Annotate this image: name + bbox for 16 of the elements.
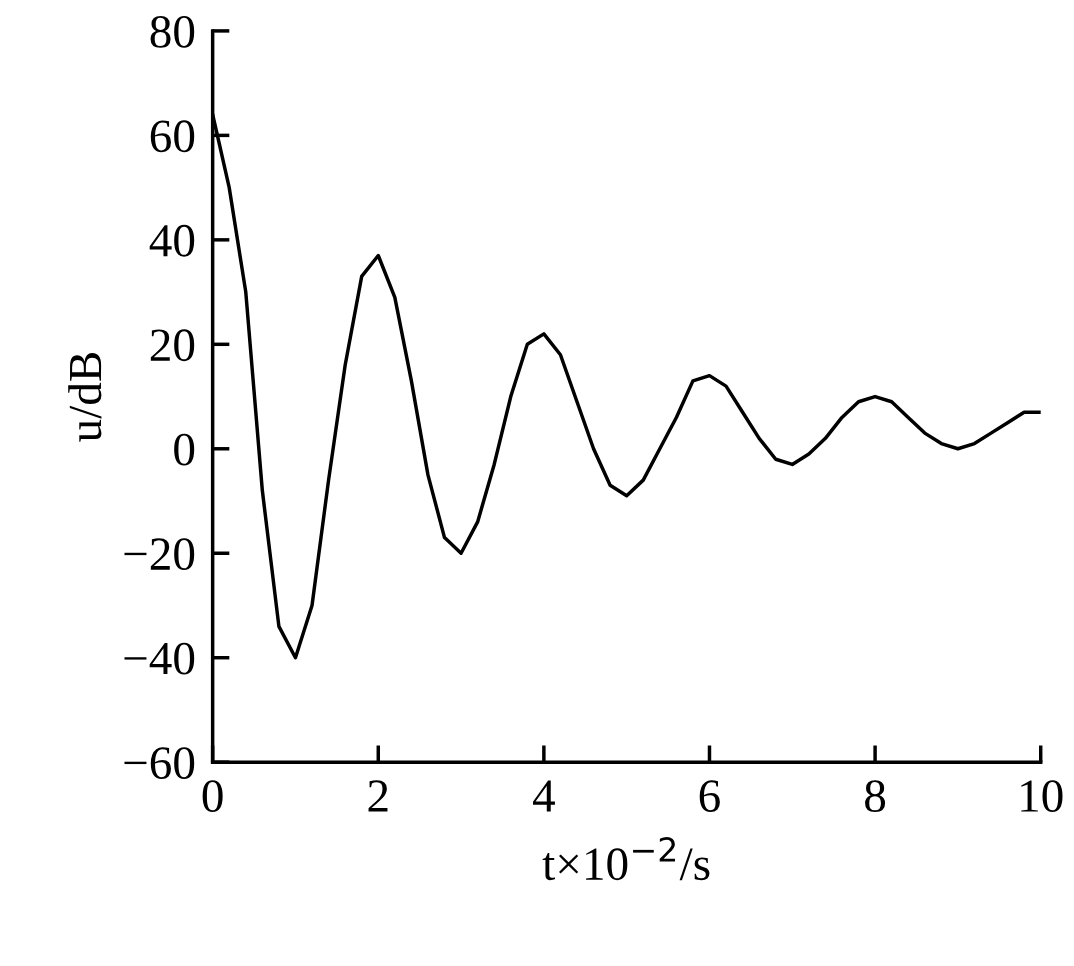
y-tick-label: −40 xyxy=(124,642,195,675)
x-tick-label: 8 xyxy=(865,780,886,813)
x-tick-label: 10 xyxy=(1021,780,1063,813)
y-tick-label: 40 xyxy=(149,224,195,257)
y-tick-label: 0 xyxy=(174,433,195,466)
x-tick-label: 0 xyxy=(202,780,223,813)
x-tick-label: 4 xyxy=(532,780,555,812)
y-tick-label: −20 xyxy=(124,538,195,571)
y-tick-label: 20 xyxy=(150,329,195,362)
y-tick-label: 80 xyxy=(150,15,195,48)
y-tick-label: −60 xyxy=(124,747,195,780)
y-tick-label: 60 xyxy=(150,120,195,153)
x-axis-title: t×10$^{−2}$/s xyxy=(542,837,710,881)
x-tick-label: 2 xyxy=(368,780,388,812)
x-tick-label: 6 xyxy=(699,780,720,813)
y-axis-title: u/dB xyxy=(68,352,102,442)
